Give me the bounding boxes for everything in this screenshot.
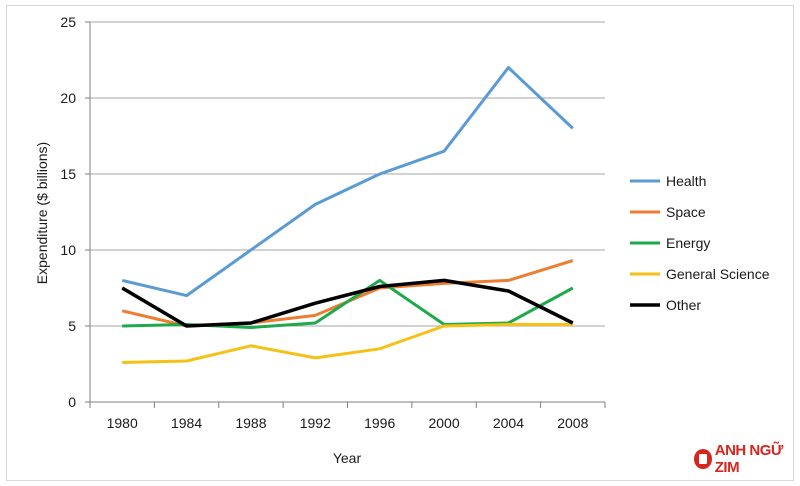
y-tick-label: 20 [60,90,76,106]
x-tick-label: 2000 [428,415,459,431]
legend-label: General Science [666,266,770,282]
x-axis-title: Year [333,450,362,466]
x-tick-label: 2004 [493,415,524,431]
y-tick-label: 10 [60,242,76,258]
y-tick-label: 5 [68,318,76,334]
series-line-health [121,66,574,298]
series-line-general-science [122,323,573,364]
x-tick-label: 1984 [171,415,202,431]
brand-logo-icon [694,449,712,469]
y-tick-label: 25 [60,14,76,30]
series-lines [121,66,574,364]
legend-label: Health [666,173,706,189]
brand-logo-text: ANH NGỮ ZIM [714,442,784,476]
legend-label: Energy [666,235,710,251]
x-tick-label: 1996 [364,415,395,431]
legend: Health Space Energy General Science Other [630,173,770,313]
y-axis-title: Expenditure ($ billions) [34,142,50,284]
y-axis-ticks: 0 5 10 15 20 25 [60,14,76,410]
series-line-energy [122,278,574,329]
legend-label: Other [666,297,701,313]
gridlines [90,21,605,327]
series-line-other [121,278,574,328]
x-tick-label: 2008 [557,415,588,431]
brand-logo: ANH NGỮ ZIM [694,442,800,476]
y-tick-label: 0 [68,394,76,410]
x-tick-label: 1988 [235,415,266,431]
axes [85,21,606,408]
x-tick-label: 1992 [300,415,331,431]
x-axis-ticks: 1980 1984 1988 1992 1996 2000 2004 2008 [107,415,589,431]
x-tick-label: 1980 [107,415,138,431]
y-tick-label: 15 [60,166,76,182]
legend-label: Space [666,204,706,220]
